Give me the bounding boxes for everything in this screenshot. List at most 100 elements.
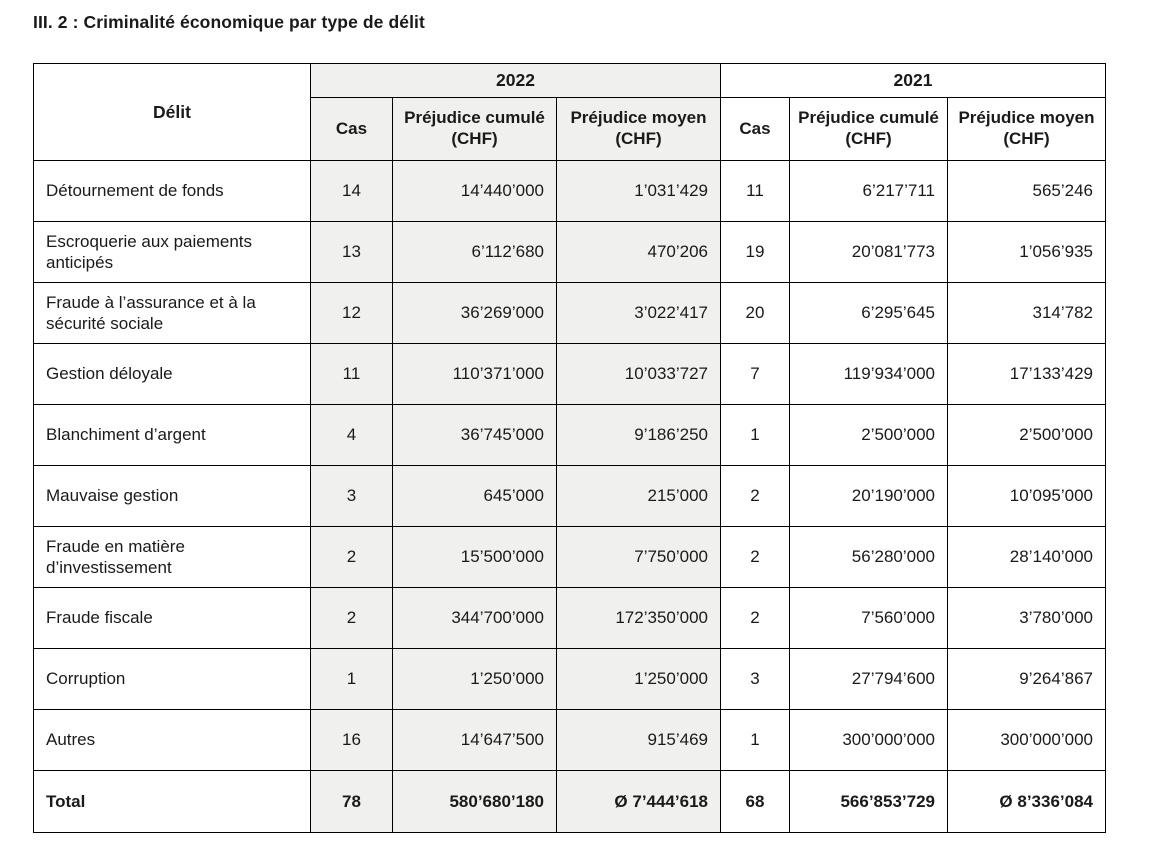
prejudice-cumule-2021-cell: 20’081’773: [789, 221, 948, 283]
cas-2022-cell: 1: [310, 648, 393, 710]
total-cas-2021-cell: 68: [720, 770, 790, 833]
total-row: Total 78 580’680’180 Ø 7’444’618 68 566’…: [33, 770, 1106, 833]
prejudice-moyen-2022-cell: 9’186’250: [556, 404, 721, 466]
prejudice-cumule-2022-cell: 14’440’000: [392, 160, 557, 222]
cas-2022-cell: 2: [310, 587, 393, 649]
total-cas-2022-cell: 78: [310, 770, 393, 833]
total-label-cell: Total: [33, 770, 311, 833]
cas-2021-cell: 20: [720, 282, 790, 344]
prejudice-cumule-2022-cell: 1’250’000: [392, 648, 557, 710]
col-header-prejudice-cumule-2022: Préjudice cumulé (CHF): [392, 97, 557, 161]
table-row: Détournement de fonds 14 14’440’000 1’03…: [33, 160, 1106, 222]
prejudice-moyen-2022-cell: 1’250’000: [556, 648, 721, 710]
cas-2021-cell: 11: [720, 160, 790, 222]
col-header-prejudice-moyen-2022: Préjudice moyen (CHF): [556, 97, 721, 161]
col-header-prejudice-cumule-2021: Préjudice cumulé (CHF): [789, 97, 948, 161]
cas-2021-cell: 2: [720, 587, 790, 649]
prejudice-cumule-2022-cell: 344’700’000: [392, 587, 557, 649]
prejudice-moyen-2021-cell: 3’780’000: [947, 587, 1106, 649]
prejudice-moyen-2021-cell: 9’264’867: [947, 648, 1106, 710]
delit-cell: Corruption: [33, 648, 311, 710]
delit-cell: Gestion déloyale: [33, 343, 311, 405]
table-row: Corruption 1 1’250’000 1’250’000 3 27’79…: [33, 648, 1106, 710]
delit-cell: Fraude fiscale: [33, 587, 311, 649]
cas-2021-cell: 1: [720, 404, 790, 466]
delit-column-header: Délit: [33, 63, 311, 161]
col-header-cas-2021: Cas: [720, 97, 790, 161]
delit-cell: Fraude à l’assurance et à la sécurité so…: [33, 282, 311, 344]
prejudice-moyen-2021-cell: 565’246: [947, 160, 1106, 222]
cas-2022-cell: 14: [310, 160, 393, 222]
prejudice-moyen-2021-cell: 314’782: [947, 282, 1106, 344]
prejudice-cumule-2021-cell: 7’560’000: [789, 587, 948, 649]
prejudice-moyen-2022-cell: 1’031’429: [556, 160, 721, 222]
prejudice-cumule-2022-cell: 36’745’000: [392, 404, 557, 466]
cas-2021-cell: 3: [720, 648, 790, 710]
column-header-row: Cas Préjudice cumulé (CHF) Préjudice moy…: [34, 97, 1106, 161]
prejudice-cumule-2022-cell: 14’647’500: [392, 709, 557, 771]
delit-cell: Autres: [33, 709, 311, 771]
delit-cell: Fraude en matière d’investissement: [33, 526, 311, 588]
prejudice-moyen-2021-cell: 28’140’000: [947, 526, 1106, 588]
prejudice-cumule-2021-cell: 20’190’000: [789, 465, 948, 527]
prejudice-moyen-2022-cell: 7’750’000: [556, 526, 721, 588]
prejudice-cumule-2021-cell: 300’000’000: [789, 709, 948, 771]
prejudice-cumule-2022-cell: 6’112’680: [392, 221, 557, 283]
prejudice-moyen-2022-cell: 470’206: [556, 221, 721, 283]
delit-cell: Escroquerie aux paiements anticipés: [33, 221, 311, 283]
cas-2021-cell: 1: [720, 709, 790, 771]
total-prejudice-cumule-2021-cell: 566’853’729: [789, 770, 948, 833]
table-row: Gestion déloyale 11 110’371’000 10’033’7…: [33, 343, 1106, 405]
year-2021-header: 2021: [720, 63, 1106, 98]
prejudice-moyen-2022-cell: 10’033’727: [556, 343, 721, 405]
prejudice-moyen-2021-cell: 17’133’429: [947, 343, 1106, 405]
total-prejudice-moyen-2021-cell: Ø 8’336’084: [947, 770, 1106, 833]
prejudice-cumule-2021-cell: 119’934’000: [789, 343, 948, 405]
prejudice-moyen-2021-cell: 10’095’000: [947, 465, 1106, 527]
year-header-row: Délit 2022 2021: [33, 63, 1106, 161]
col-header-cas-2022: Cas: [310, 97, 393, 161]
cas-2022-cell: 4: [310, 404, 393, 466]
delit-cell: Blanchiment d’argent: [33, 404, 311, 466]
prejudice-moyen-2021-cell: 300’000’000: [947, 709, 1106, 771]
cas-2022-cell: 13: [310, 221, 393, 283]
table-title: III. 2 : Criminalité économique par type…: [33, 12, 425, 32]
prejudice-moyen-2022-cell: 3’022’417: [556, 282, 721, 344]
cas-2021-cell: 7: [720, 343, 790, 405]
prejudice-cumule-2021-cell: 6’295’645: [789, 282, 948, 344]
prejudice-moyen-2022-cell: 215’000: [556, 465, 721, 527]
cas-2021-cell: 19: [720, 221, 790, 283]
table-row: Blanchiment d’argent 4 36’745’000 9’186’…: [33, 404, 1106, 466]
delit-cell: Mauvaise gestion: [33, 465, 311, 527]
table-row: Fraude à l’assurance et à la sécurité so…: [33, 282, 1106, 344]
prejudice-cumule-2021-cell: 56’280’000: [789, 526, 948, 588]
cas-2021-cell: 2: [720, 465, 790, 527]
table-row: Autres 16 14’647’500 915’469 1 300’000’0…: [33, 709, 1106, 771]
prejudice-moyen-2021-cell: 2’500’000: [947, 404, 1106, 466]
prejudice-moyen-2022-cell: 172’350’000: [556, 587, 721, 649]
prejudice-cumule-2021-cell: 2’500’000: [789, 404, 948, 466]
total-prejudice-moyen-2022-cell: Ø 7’444’618: [556, 770, 721, 833]
cas-2022-cell: 3: [310, 465, 393, 527]
economic-crime-table: Délit 2022 2021 Cas Préjudice cumulé (CH…: [33, 63, 1106, 833]
prejudice-cumule-2022-cell: 15’500’000: [392, 526, 557, 588]
table-row: Fraude fiscale 2 344’700’000 172’350’000…: [33, 587, 1106, 649]
prejudice-cumule-2022-cell: 36’269’000: [392, 282, 557, 344]
cas-2022-cell: 11: [310, 343, 393, 405]
prejudice-cumule-2021-cell: 6’217’711: [789, 160, 948, 222]
prejudice-cumule-2022-cell: 110’371’000: [392, 343, 557, 405]
delit-cell: Détournement de fonds: [33, 160, 311, 222]
cas-2022-cell: 16: [310, 709, 393, 771]
cas-2021-cell: 2: [720, 526, 790, 588]
prejudice-cumule-2022-cell: 645’000: [392, 465, 557, 527]
prejudice-moyen-2021-cell: 1’056’935: [947, 221, 1106, 283]
table-row: Mauvaise gestion 3 645’000 215’000 2 20’…: [33, 465, 1106, 527]
cas-2022-cell: 2: [310, 526, 393, 588]
table-row: Escroquerie aux paiements anticipés 13 6…: [33, 221, 1106, 283]
prejudice-moyen-2022-cell: 915’469: [556, 709, 721, 771]
table-row: Fraude en matière d’investissement 2 15’…: [33, 526, 1106, 588]
total-prejudice-cumule-2022-cell: 580’680’180: [392, 770, 557, 833]
prejudice-cumule-2021-cell: 27’794’600: [789, 648, 948, 710]
year-2022-header: 2022: [310, 63, 721, 98]
